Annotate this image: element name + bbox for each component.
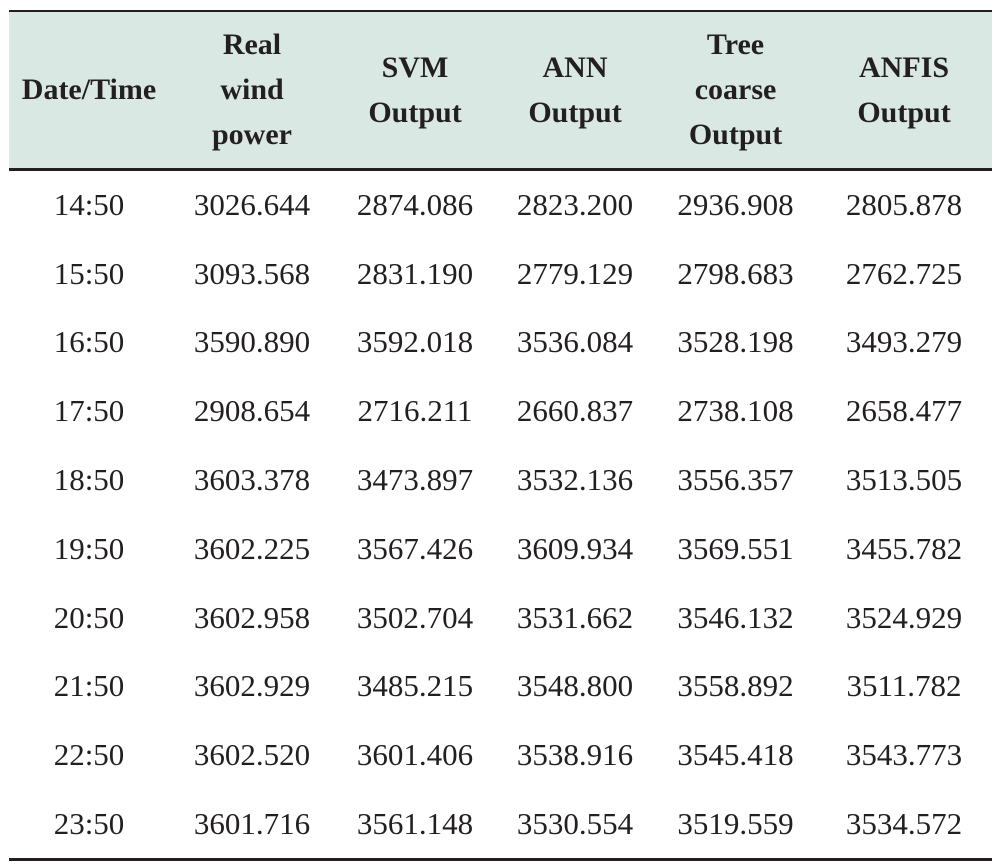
header-line: power <box>212 118 292 152</box>
cell-ann-output: 2779.129 <box>516 255 634 291</box>
cell-real-wind-power: 3093.568 <box>193 255 311 291</box>
data-table-container: Date/Time Real wind power SVM Output ANN Output… <box>9 10 992 861</box>
table-row: 19:50 3602.225 3567.426 3609.934 3569.551 345… <box>9 514 992 583</box>
header-real-wind-power: Real wind power <box>169 11 335 169</box>
header-line: ANFIS <box>858 50 949 84</box>
cell-real-wind-power: 2908.654 <box>193 393 311 429</box>
header-date-time: Date/Time <box>9 11 169 169</box>
header-row: Date/Time Real wind power SVM Output ANN Output… <box>9 11 992 169</box>
cell-ann-output: 3532.136 <box>516 462 634 498</box>
header-ann-output: ANN Output <box>495 11 655 169</box>
cell-anfis-output: 3513.505 <box>845 462 963 498</box>
cell-date-time: 22:50 <box>53 737 125 773</box>
cell-date-time: 16:50 <box>53 324 125 360</box>
header-line: Real <box>222 28 282 62</box>
cell-tree-coarse-output: 2936.908 <box>677 186 794 222</box>
cell-tree-coarse-output: 3519.559 <box>677 806 794 842</box>
cell-real-wind-power: 3601.716 <box>193 806 311 842</box>
table-row: 14:50 3026.644 2874.086 2823.200 2936.908 280… <box>9 169 992 239</box>
table-row: 18:50 3603.378 3473.897 3532.136 3556.357 351… <box>9 446 992 515</box>
cell-tree-coarse-output: 3569.551 <box>677 530 794 566</box>
header-line: Output <box>688 118 783 152</box>
header-anfis-output: ANFIS Output <box>816 11 992 169</box>
cell-ann-output: 3536.084 <box>516 324 634 360</box>
cell-date-time: 19:50 <box>53 530 125 566</box>
cell-svm-output: 2831.190 <box>356 255 474 291</box>
cell-real-wind-power: 3603.378 <box>193 462 311 498</box>
cell-svm-output: 3502.704 <box>356 599 474 635</box>
cell-svm-output: 3601.406 <box>356 737 474 773</box>
cell-real-wind-power: 3602.958 <box>193 599 311 635</box>
cell-date-time: 23:50 <box>53 806 125 842</box>
cell-date-time: 20:50 <box>53 599 125 635</box>
header-svm-output: SVM Output <box>335 11 495 169</box>
cell-tree-coarse-output: 3558.892 <box>677 668 794 704</box>
table-row: 22:50 3602.520 3601.406 3538.916 3545.418 354… <box>9 721 992 790</box>
cell-real-wind-power: 3590.890 <box>193 324 311 360</box>
cell-anfis-output: 2658.477 <box>845 393 963 429</box>
cell-date-time: 18:50 <box>53 462 125 498</box>
cell-svm-output: 3473.897 <box>356 462 474 498</box>
cell-real-wind-power: 3602.225 <box>193 530 311 566</box>
cell-anfis-output: 3511.782 <box>846 668 962 704</box>
cell-ann-output: 3609.934 <box>516 530 634 566</box>
cell-ann-output: 3530.554 <box>516 806 634 842</box>
header-line: Date/Time <box>21 73 157 107</box>
cell-svm-output: 3567.426 <box>356 530 474 566</box>
table-row: 23:50 3601.716 3561.148 3530.554 3519.559 353… <box>9 790 992 860</box>
header-tree-coarse-output: Tree coarse Output <box>655 11 816 169</box>
header-line: Output <box>528 95 622 129</box>
cell-ann-output: 3538.916 <box>516 737 634 773</box>
cell-anfis-output: 2762.725 <box>845 255 963 291</box>
header-line: Output <box>857 95 951 129</box>
cell-anfis-output: 3524.929 <box>845 599 963 635</box>
cell-date-time: 14:50 <box>53 186 125 222</box>
table-body: 14:50 3026.644 2874.086 2823.200 2936.908 280… <box>9 169 992 860</box>
cell-svm-output: 2716.211 <box>357 393 473 429</box>
cell-svm-output: 2874.086 <box>356 186 474 222</box>
cell-tree-coarse-output: 3546.132 <box>677 599 794 635</box>
cell-anfis-output: 3493.279 <box>845 324 963 360</box>
cell-tree-coarse-output: 3528.198 <box>677 324 794 360</box>
cell-anfis-output: 3534.572 <box>845 806 963 842</box>
cell-tree-coarse-output: 2798.683 <box>677 255 794 291</box>
cell-tree-coarse-output: 3556.357 <box>677 462 794 498</box>
cell-date-time: 17:50 <box>53 393 125 429</box>
cell-real-wind-power: 3602.929 <box>193 668 311 704</box>
table-header: Date/Time Real wind power SVM Output ANN Output… <box>9 11 992 169</box>
cell-date-time: 21:50 <box>53 668 125 704</box>
table-row: 16:50 3590.890 3592.018 3536.084 3528.198 349… <box>9 308 992 377</box>
header-line: coarse <box>694 73 777 107</box>
cell-ann-output: 3531.662 <box>516 599 634 635</box>
header-line: wind <box>220 73 284 107</box>
cell-ann-output: 2660.837 <box>516 393 634 429</box>
cell-anfis-output: 3455.782 <box>845 530 963 566</box>
cell-svm-output: 3561.148 <box>356 806 474 842</box>
table-row: 15:50 3093.568 2831.190 2779.129 2798.683 276… <box>9 239 992 308</box>
table-row: 21:50 3602.929 3485.215 3548.800 3558.892 351… <box>9 652 992 721</box>
table-row: 17:50 2908.654 2716.211 2660.837 2738.108 265… <box>9 377 992 446</box>
header-line: Output <box>368 95 462 129</box>
cell-svm-output: 3592.018 <box>356 324 474 360</box>
cell-real-wind-power: 3026.644 <box>193 186 311 222</box>
cell-tree-coarse-output: 2738.108 <box>677 393 794 429</box>
cell-anfis-output: 2805.878 <box>845 186 963 222</box>
cell-tree-coarse-output: 3545.418 <box>677 737 794 773</box>
cell-date-time: 15:50 <box>53 255 125 291</box>
cell-ann-output: 3548.800 <box>516 668 634 704</box>
cell-real-wind-power: 3602.520 <box>193 737 311 773</box>
cell-svm-output: 3485.215 <box>356 668 474 704</box>
header-line: SVM <box>381 50 449 84</box>
header-line: ANN <box>542 50 608 84</box>
cell-ann-output: 2823.200 <box>516 186 634 222</box>
header-line: Tree <box>706 28 765 62</box>
wind-power-table: Date/Time Real wind power SVM Output ANN Output… <box>9 10 992 861</box>
table-row: 20:50 3602.958 3502.704 3531.662 3546.132 352… <box>9 583 992 652</box>
cell-anfis-output: 3543.773 <box>845 737 963 773</box>
